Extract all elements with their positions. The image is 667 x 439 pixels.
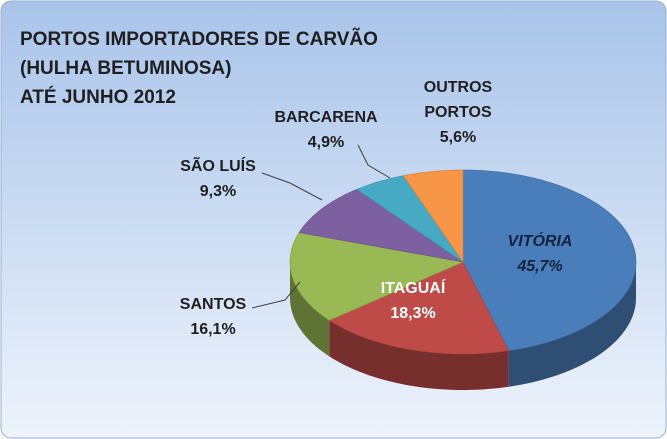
slice	[356, 175, 464, 263]
data-label: OUTROS PORTOS 5,6%	[418, 75, 498, 150]
slice-side	[329, 320, 509, 390]
value-label: 5,6%	[439, 129, 477, 146]
value-label: 45,7%	[517, 258, 563, 275]
value-label: 18,3%	[390, 305, 436, 322]
category-label: OUTROS PORTOS	[423, 79, 493, 121]
category-label: BARCARENA	[274, 109, 378, 126]
chart-title: (HULHA BETUMINOSA)	[20, 58, 231, 79]
leader-line	[251, 281, 301, 309]
leader-line	[357, 144, 391, 179]
slice	[402, 169, 464, 263]
data-label: BARCARENA 4,9%	[271, 105, 381, 155]
slice	[462, 169, 637, 352]
chart-title: PORTOS IMPORTADORES DE CARVÃO	[20, 28, 378, 50]
category-label: SANTOS	[179, 296, 247, 313]
category-label: SÃO LUÍS	[180, 158, 256, 175]
slice-side	[290, 262, 330, 357]
value-label: 16,1%	[190, 321, 236, 338]
chart-title: ATÉ JUNHO 2012	[20, 86, 176, 108]
value-label: 4,9%	[307, 134, 345, 151]
data-label: SÃO LUÍS 9,3%	[163, 154, 273, 204]
leader-line	[261, 172, 323, 201]
slice-side	[508, 262, 636, 387]
value-label: 9,3%	[199, 183, 237, 200]
data-label: VITÓRIA 45,7%	[485, 229, 595, 279]
category-label: VITÓRIA	[507, 233, 573, 250]
category-label: ITAGUAÍ	[380, 280, 446, 297]
slice	[328, 261, 510, 355]
slice	[298, 188, 464, 263]
data-label: ITAGUAÍ 18,3%	[358, 276, 468, 326]
data-label: SANTOS 16,1%	[158, 292, 268, 342]
